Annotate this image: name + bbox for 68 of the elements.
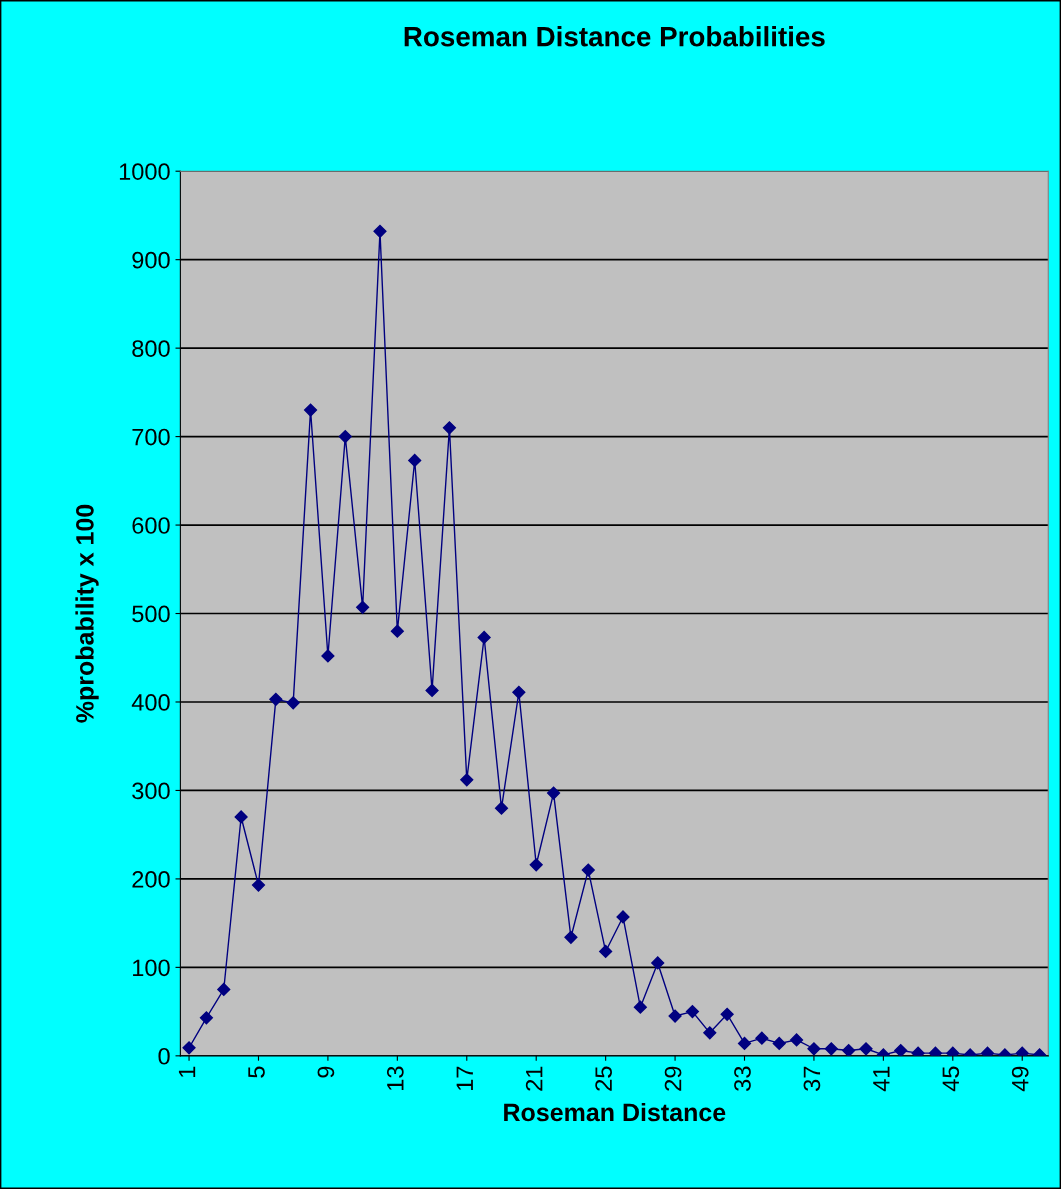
point: [390, 624, 404, 638]
point: [460, 773, 474, 787]
y-tick-label: 900: [132, 251, 170, 269]
x-axis-title: Roseman Distance: [504, 1102, 726, 1122]
point: [894, 1043, 908, 1056]
point: [338, 430, 352, 444]
point: [494, 801, 509, 815]
y-tick-label: 200: [132, 870, 170, 888]
x-tick-label: 37: [803, 1066, 821, 1091]
point: [425, 683, 439, 698]
point: [199, 1011, 213, 1025]
point: [633, 1000, 647, 1014]
y-tick-label: 300: [132, 782, 170, 800]
point: [269, 692, 283, 706]
point: [546, 786, 561, 800]
point: [373, 224, 387, 238]
point: [303, 403, 318, 417]
point: [859, 1042, 873, 1056]
x-tick-label: 33: [734, 1066, 751, 1091]
y-tick-label: 100: [133, 959, 170, 977]
point: [286, 696, 300, 710]
x-tick-label: 25: [595, 1066, 612, 1091]
x-tick-label: 45: [942, 1066, 960, 1092]
x-tick-label: 5: [248, 1066, 265, 1078]
point: [842, 1043, 856, 1056]
y-tick-label: 800: [132, 340, 170, 357]
point: [251, 878, 266, 892]
x-tick-label: 21: [525, 1066, 543, 1091]
point: [477, 630, 491, 644]
x-tick-label: 13: [386, 1066, 404, 1091]
point: [529, 858, 543, 872]
point: [737, 1036, 752, 1051]
point: [703, 1026, 717, 1040]
point: [720, 1007, 734, 1021]
point: [668, 1009, 682, 1023]
point: [685, 1005, 700, 1019]
y-tick-label: 1000: [119, 163, 170, 180]
x-tick-label: 9: [317, 1066, 335, 1078]
chart-title: Roseman Distance Probabilities: [404, 26, 825, 47]
y-tick-label: 600: [132, 517, 170, 534]
point: [581, 863, 595, 877]
y-tick-label: 700: [132, 428, 170, 446]
point: [356, 600, 370, 614]
point: [321, 649, 335, 663]
point: [217, 982, 231, 997]
point: [755, 1031, 769, 1045]
point: [512, 685, 526, 699]
point: [182, 1041, 196, 1055]
point: [408, 453, 422, 468]
point: [599, 944, 613, 959]
y-tick-label: 500: [132, 605, 170, 623]
y-axis-title: %probability x 100: [75, 504, 99, 723]
x-tick-label: 17: [456, 1066, 473, 1091]
x-tick-label: 29: [664, 1066, 682, 1091]
y-tick-label: 0: [158, 1047, 170, 1065]
point: [442, 421, 457, 435]
x-tick-label: 49: [1011, 1066, 1029, 1092]
y-tick-label: 400: [131, 694, 170, 711]
point: [789, 1033, 804, 1047]
point: [616, 910, 630, 924]
point: [651, 956, 665, 970]
point: [564, 930, 578, 944]
point: [234, 810, 248, 824]
point: [807, 1042, 821, 1056]
x-tick-label: 41: [873, 1066, 890, 1092]
point: [772, 1036, 786, 1051]
x-tick-label: 1: [178, 1066, 196, 1077]
point: [824, 1042, 838, 1056]
